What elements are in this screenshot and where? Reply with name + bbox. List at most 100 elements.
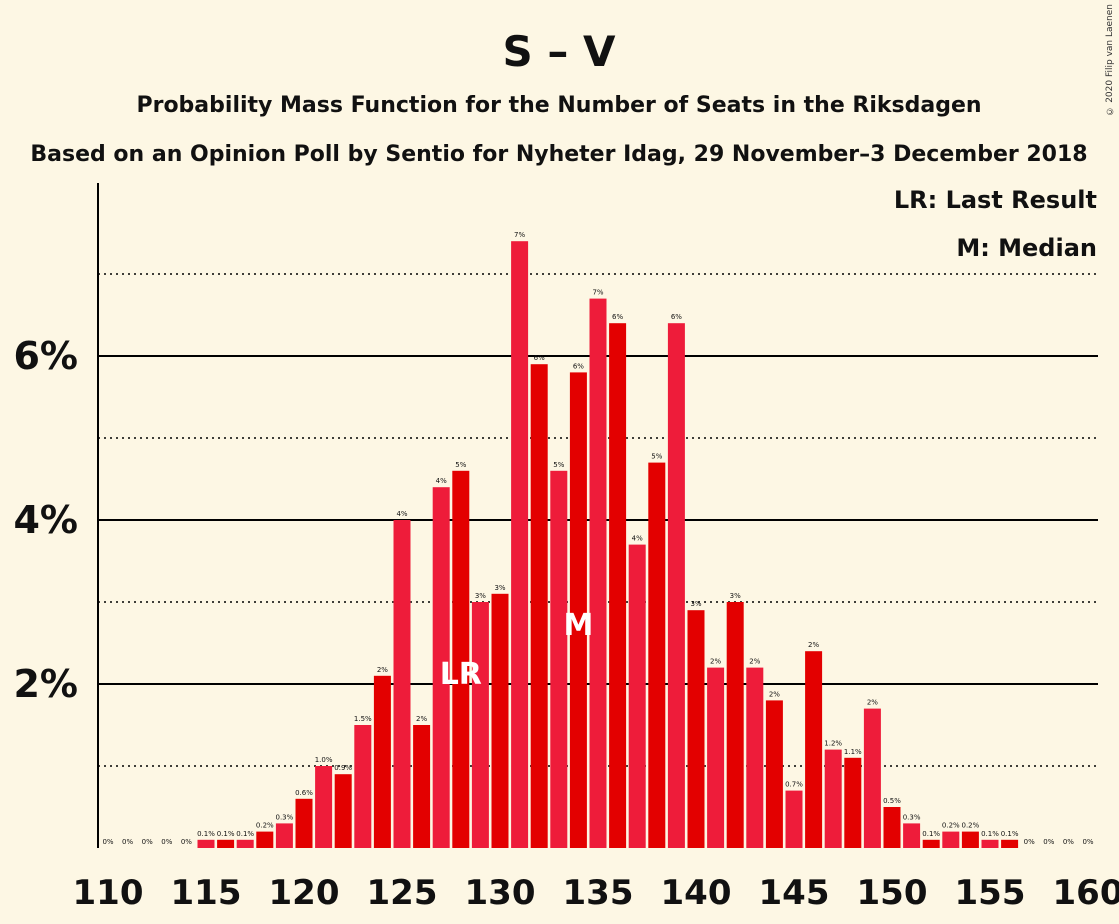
bar-seat-147: [824, 749, 842, 848]
bar-value-label: 2%: [769, 690, 780, 698]
bar-seat-115: [197, 839, 215, 848]
bar-value-label: 3%: [730, 592, 741, 600]
bar-seat-143: [746, 667, 764, 848]
bar-value-label: 0.3%: [903, 813, 921, 821]
bar-seat-120: [295, 798, 313, 848]
bar-seat-142: [726, 602, 744, 848]
bar-seat-126: [413, 725, 431, 848]
bar-seat-123: [354, 725, 372, 848]
bar-value-label: 0%: [122, 838, 133, 846]
bar-value-label: 4%: [436, 477, 447, 485]
bar-seat-131: [511, 241, 529, 848]
bar-seat-149: [863, 708, 881, 848]
x-tick-label: 115: [171, 873, 242, 913]
bar-value-label: 6%: [612, 313, 623, 321]
bar-seat-150: [883, 807, 901, 848]
bar-value-label: 7%: [514, 231, 525, 239]
bar-seat-144: [765, 700, 783, 848]
bar-value-label: 1.2%: [824, 740, 842, 748]
chart-subtitle-2: Based on an Opinion Poll by Sentio for N…: [30, 142, 1087, 167]
bar-seat-154: [961, 831, 979, 848]
bar-seat-129: [471, 602, 489, 848]
bar-value-label: 0%: [142, 838, 153, 846]
bar-seat-125: [393, 520, 411, 848]
bar-seat-137: [628, 544, 646, 848]
bar-value-label: 0.1%: [217, 830, 235, 838]
bar-seat-151: [903, 823, 921, 848]
bar-value-label: 2%: [377, 666, 388, 674]
bar-value-label: 0%: [1063, 838, 1074, 846]
bars: [197, 241, 1019, 849]
markers: LR M: [440, 608, 594, 692]
x-tick-label: 145: [759, 873, 830, 913]
bar-seat-133: [550, 470, 568, 848]
bar-value-label: 0.9%: [334, 764, 352, 772]
y-tick-label: 6%: [13, 334, 78, 378]
bar-value-label: 1.1%: [844, 748, 862, 756]
bar-seat-122: [334, 774, 352, 848]
chart-subtitle: Probability Mass Function for the Number…: [136, 93, 981, 118]
bar-value-label: 6%: [573, 362, 584, 370]
bar-seat-117: [236, 839, 254, 848]
y-tick-label: 2%: [13, 662, 78, 706]
bar-value-label: 0%: [102, 838, 113, 846]
bar-value-label: 5%: [553, 461, 564, 469]
bar-seat-146: [805, 651, 823, 848]
bar-seat-128: [452, 470, 470, 848]
bar-value-label: 3%: [690, 600, 701, 608]
bar-value-label: 5%: [455, 461, 466, 469]
bar-seat-130: [491, 593, 509, 848]
x-tick-label: 140: [661, 873, 732, 913]
bar-seat-121: [315, 766, 333, 848]
bar-seat-138: [648, 462, 666, 848]
bar-value-label: 7%: [592, 289, 603, 297]
bar-seat-132: [530, 364, 548, 848]
x-tick-label: 135: [563, 873, 634, 913]
bar-seat-155: [981, 839, 999, 848]
x-tick-labels: 110 115 120 125 130 135 140 145 150 155 160: [73, 873, 1119, 913]
bar-value-label: 0%: [181, 838, 192, 846]
bar-value-label: 0.2%: [942, 822, 960, 830]
y-tick-label: 4%: [13, 498, 78, 542]
bar-value-label: 2%: [749, 658, 760, 666]
bar-value-label: 6%: [534, 354, 545, 362]
bar-value-label: 0.1%: [197, 830, 215, 838]
copyright-notice: © 2020 Filip van Laenen: [1105, 4, 1115, 116]
x-tick-label: 150: [857, 873, 928, 913]
bar-value-label: 1.0%: [315, 756, 333, 764]
bar-value-label: 0.7%: [785, 781, 803, 789]
bar-value-label: 0%: [1024, 838, 1035, 846]
bar-value-label: 0.1%: [981, 830, 999, 838]
legend-last-result: LR: Last Result: [894, 186, 1097, 214]
bar-value-label: 0%: [1082, 838, 1093, 846]
bar-value-label: 0.1%: [922, 830, 940, 838]
bar-seat-124: [373, 675, 391, 848]
bar-seat-152: [922, 839, 940, 848]
bar-seat-141: [707, 667, 725, 848]
bar-seat-139: [667, 323, 685, 848]
bar-value-label: 0.1%: [236, 830, 254, 838]
bar-seat-140: [687, 610, 705, 848]
bar-value-label: 0.1%: [1001, 830, 1019, 838]
bar-value-label: 3%: [494, 584, 505, 592]
bar-value-label: 6%: [671, 313, 682, 321]
bar-value-label: 0.2%: [962, 822, 980, 830]
legend-median: M: Median: [956, 234, 1097, 262]
bar-value-label: 0.6%: [295, 789, 313, 797]
x-tick-label: 160: [1053, 873, 1119, 913]
bar-seat-145: [785, 790, 803, 848]
y-tick-labels: 2% 4% 6%: [13, 334, 78, 706]
x-tick-label: 130: [465, 873, 536, 913]
bar-value-label: 2%: [867, 699, 878, 707]
bar-labels: 0% 0% 0% 0% 0%0.1% 0.1% 0.1%0.2%0.3%0.6%1.0%0.…: [102, 231, 1093, 846]
bar-seat-148: [844, 757, 862, 848]
bar-value-label: 4%: [632, 535, 643, 543]
bar-seat-153: [942, 831, 960, 848]
last-result-marker: LR: [440, 657, 482, 692]
bar-value-label: 0.5%: [883, 797, 901, 805]
bar-value-label: 0.2%: [256, 822, 274, 830]
chart-title: S – V: [503, 27, 616, 76]
bar-value-label: 0.3%: [276, 813, 294, 821]
bar-value-label: 2%: [710, 658, 721, 666]
